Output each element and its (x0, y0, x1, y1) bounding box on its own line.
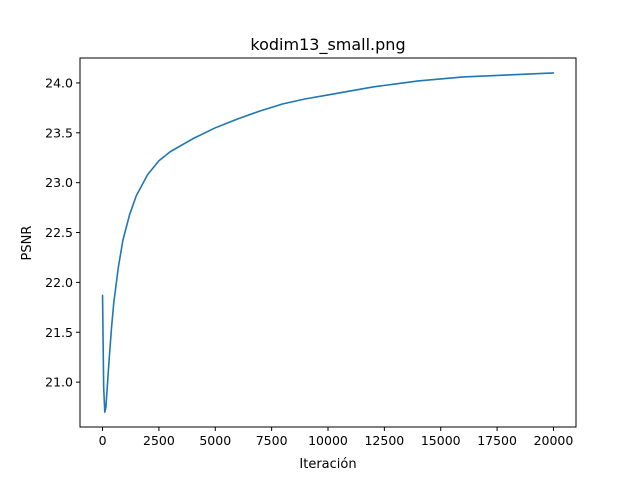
x-tick-label: 17500 (477, 433, 517, 448)
y-tick-label: 21.0 (45, 375, 73, 390)
y-tick-label: 22.5 (45, 225, 73, 240)
series-layer (101, 72, 555, 413)
x-tick-label: 5000 (199, 433, 231, 448)
x-axis-label: Iteración (299, 457, 356, 472)
chart-title: kodim13_small.png (250, 35, 405, 55)
y-tick-label: 23.0 (45, 175, 73, 190)
x-tick-label: 12500 (364, 433, 404, 448)
y-axis-ticks: 21.0 21.5 22.0 22.5 23.0 23.5 24.0 (45, 75, 80, 390)
y-tick-label: 21.5 (45, 325, 73, 340)
x-tick-label: 15000 (421, 433, 461, 448)
x-tick-label: 2500 (143, 433, 175, 448)
y-tick-label: 22.0 (45, 275, 73, 290)
x-axis-ticks: 0 2500 5000 7500 10000 12500 15000 17500 20000 (99, 427, 574, 448)
x-tick-label: 0 (99, 433, 107, 448)
series-line-0 (101, 72, 555, 413)
x-tick-label: 7500 (256, 433, 288, 448)
y-tick-label: 24.0 (45, 75, 73, 90)
y-axis-label: PSNR (20, 226, 35, 261)
x-tick-label: 10000 (308, 433, 348, 448)
y-tick-label: 23.5 (45, 125, 73, 140)
x-tick-label: 20000 (534, 433, 574, 448)
